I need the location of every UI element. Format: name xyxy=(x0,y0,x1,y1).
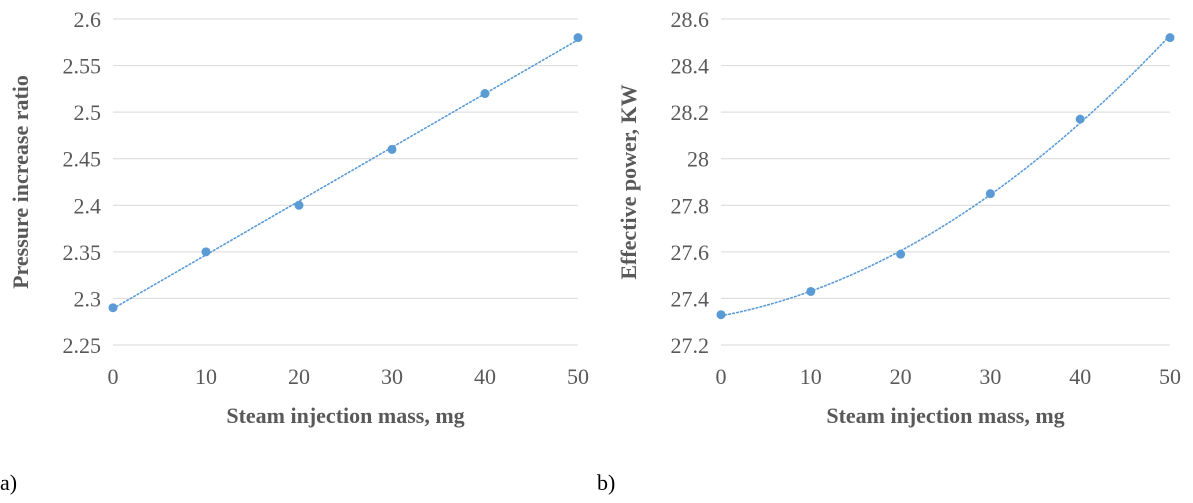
data-point xyxy=(806,287,815,296)
x-tick-label: 40 xyxy=(474,364,496,389)
y-tick-label: 28.6 xyxy=(671,7,710,32)
chart-b-svg: 27.2 27.4 27.6 27.8 28 28.2 28.4 28.6 0 10 20 30 40 5… xyxy=(596,0,1193,470)
chart-b: 27.2 27.4 27.6 27.8 28 28.2 28.4 28.6 0 10 20 30 40 5… xyxy=(596,0,1193,470)
data-point xyxy=(388,145,397,154)
y-tick-label: 27.2 xyxy=(671,333,710,358)
y-tick-label: 2.55 xyxy=(63,54,102,79)
x-tick-label: 0 xyxy=(108,364,119,389)
y-axis-title: Pressure increase ratio xyxy=(8,75,33,289)
x-tick-label: 40 xyxy=(1069,364,1091,389)
data-point xyxy=(717,310,726,319)
chart-a-svg: 2.25 2.3 2.35 2.4 2.45 2.5 2.55 2.6 0 10 20 30 40 50 S… xyxy=(0,0,596,470)
y-tick-label: 2.35 xyxy=(63,240,102,265)
data-point xyxy=(481,89,490,98)
x-tick-label: 10 xyxy=(800,364,822,389)
y-tick-label: 2.6 xyxy=(74,7,102,32)
x-tick-label: 50 xyxy=(1159,364,1181,389)
x-tick-label: 50 xyxy=(567,364,589,389)
trendline xyxy=(721,35,1170,315)
data-point xyxy=(896,250,905,259)
x-tick-label: 0 xyxy=(716,364,727,389)
y-tick-label: 28.2 xyxy=(671,100,710,125)
data-point xyxy=(986,189,995,198)
y-tick-label: 2.25 xyxy=(63,333,102,358)
y-tick-label: 27.6 xyxy=(671,240,710,265)
panel-label-a: a) xyxy=(0,470,17,496)
y-tick-label: 2.4 xyxy=(74,193,102,218)
y-tick-label: 27.4 xyxy=(671,286,710,311)
x-tick-label: 20 xyxy=(288,364,310,389)
y-tick-label: 2.45 xyxy=(63,147,102,172)
x-tick-label: 10 xyxy=(195,364,217,389)
y-tick-label: 28 xyxy=(687,147,709,172)
y-tick-label: 28.4 xyxy=(671,54,710,79)
data-point xyxy=(1076,115,1085,124)
chart-a: 2.25 2.3 2.35 2.4 2.45 2.5 2.55 2.6 0 10 20 30 40 50 S… xyxy=(0,0,596,470)
data-point xyxy=(295,201,304,210)
x-tick-label: 20 xyxy=(890,364,912,389)
data-point xyxy=(1166,33,1175,42)
x-axis-title: Steam injection mass, mg xyxy=(826,403,1064,428)
data-point xyxy=(202,247,211,256)
x-tick-label: 30 xyxy=(381,364,403,389)
data-point xyxy=(574,33,583,42)
x-tick-label: 30 xyxy=(979,364,1001,389)
data-point xyxy=(109,303,118,312)
y-tick-label: 27.8 xyxy=(671,193,710,218)
y-axis-title: Effective power, KW xyxy=(616,84,641,279)
y-tick-label: 2.5 xyxy=(74,100,102,125)
trendline xyxy=(113,40,578,309)
panel-label-b: b) xyxy=(597,470,615,496)
y-tick-label: 2.3 xyxy=(74,286,102,311)
x-axis-title: Steam injection mass, mg xyxy=(226,403,464,428)
